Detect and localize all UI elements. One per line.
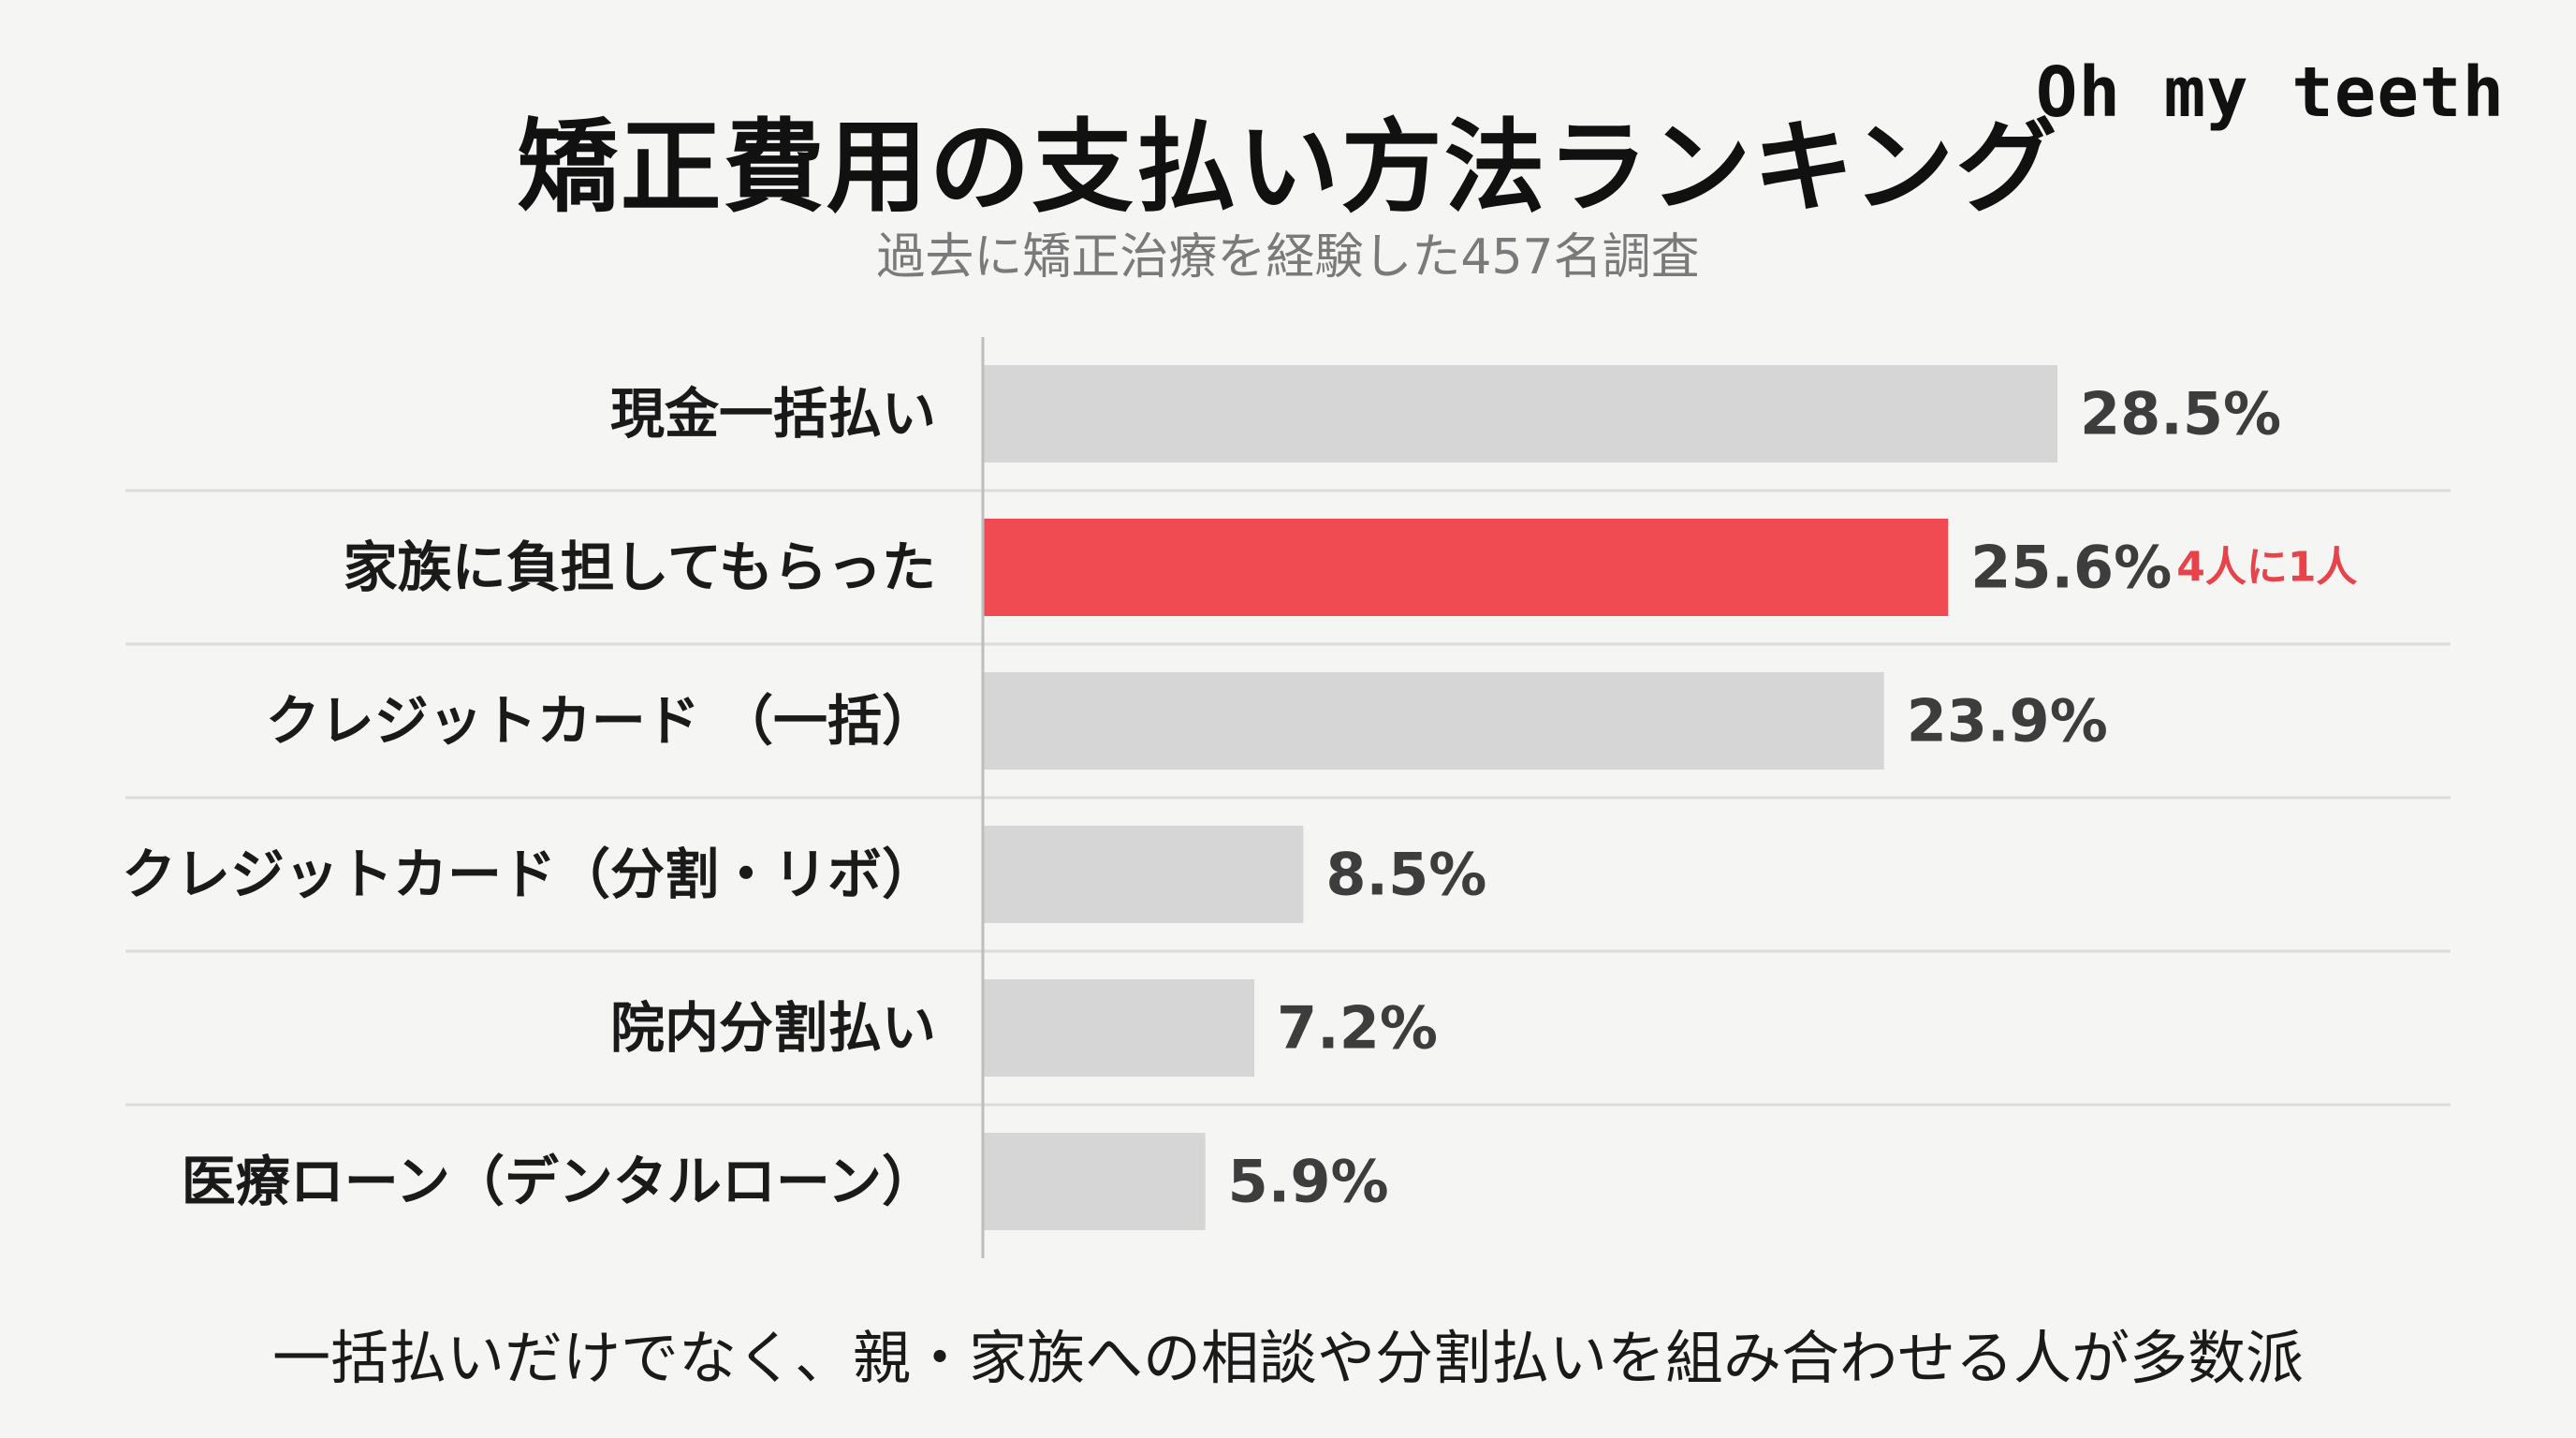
category-label: 家族に負担してもらった xyxy=(344,536,936,599)
category-label: 現金一括払い xyxy=(610,382,936,446)
highlight-annotation: 4人に1人 xyxy=(2176,544,2357,592)
bar-highlight xyxy=(983,519,1949,616)
bar xyxy=(983,979,1255,1077)
value-label: 28.5% xyxy=(2080,380,2281,448)
brand-logo: Oh my teeth xyxy=(2035,52,2505,133)
value-label: 23.9% xyxy=(1907,687,2108,756)
footer-caption: 一括払いだけでなく、親・家族への相談や分割払いを組み合わせる人が多数派 xyxy=(271,1324,2304,1392)
category-label: 医療ローン（デンタルローン） xyxy=(182,1150,936,1213)
bar xyxy=(983,826,1304,923)
value-label: 5.9% xyxy=(1228,1148,1389,1216)
bar xyxy=(983,1133,1206,1230)
value-label: 25.6% xyxy=(1970,534,2172,602)
category-label: クレジットカード（分割・リボ） xyxy=(122,843,936,906)
category-label: クレジットカード （一括） xyxy=(266,689,936,753)
value-label: 8.5% xyxy=(1325,841,1486,909)
value-label: 7.2% xyxy=(1277,994,1438,1063)
bar xyxy=(983,672,1884,770)
category-label: 院内分割払い xyxy=(610,996,936,1060)
bar xyxy=(983,365,2058,462)
chart-subtitle: 過去に矯正治療を経験した457名調査 xyxy=(876,229,1700,286)
chart-title: 矯正費用の支払い方法ランキング xyxy=(517,110,2059,227)
